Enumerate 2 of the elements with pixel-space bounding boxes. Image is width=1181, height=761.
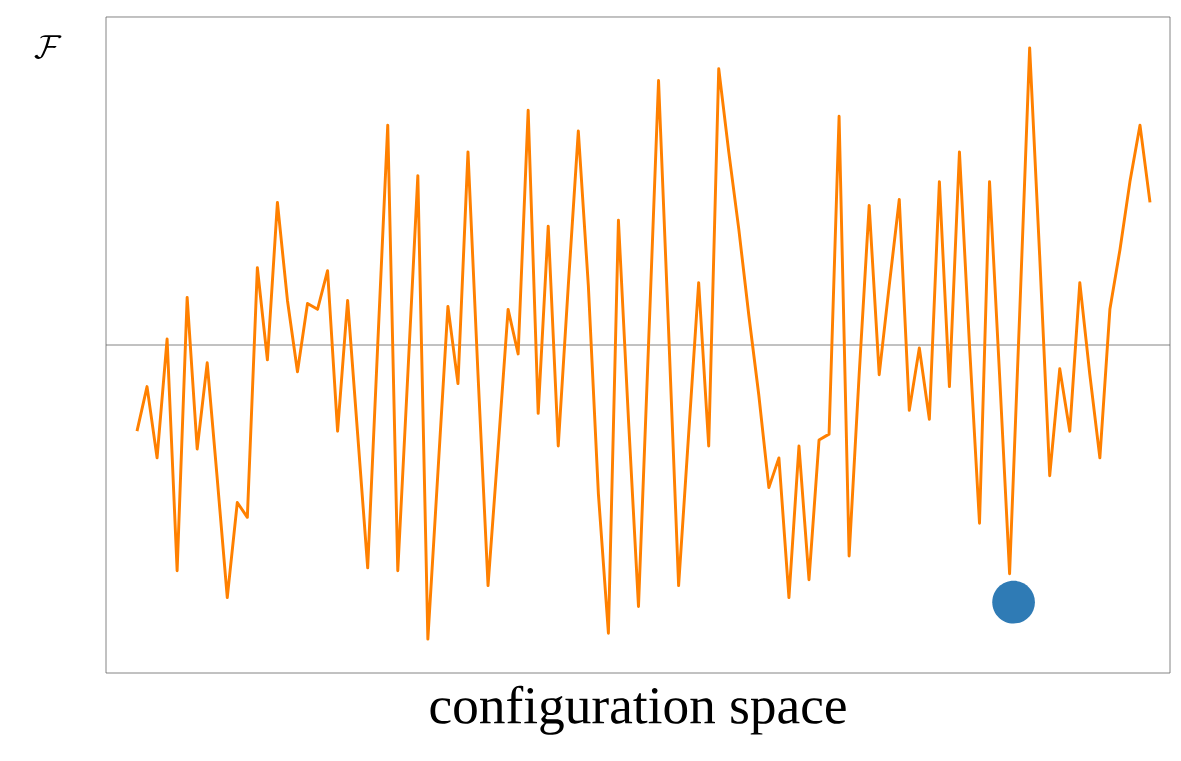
x-axis-title: configuration space [430,685,846,735]
text: $\mathcal{F}$ [34,35,62,59]
